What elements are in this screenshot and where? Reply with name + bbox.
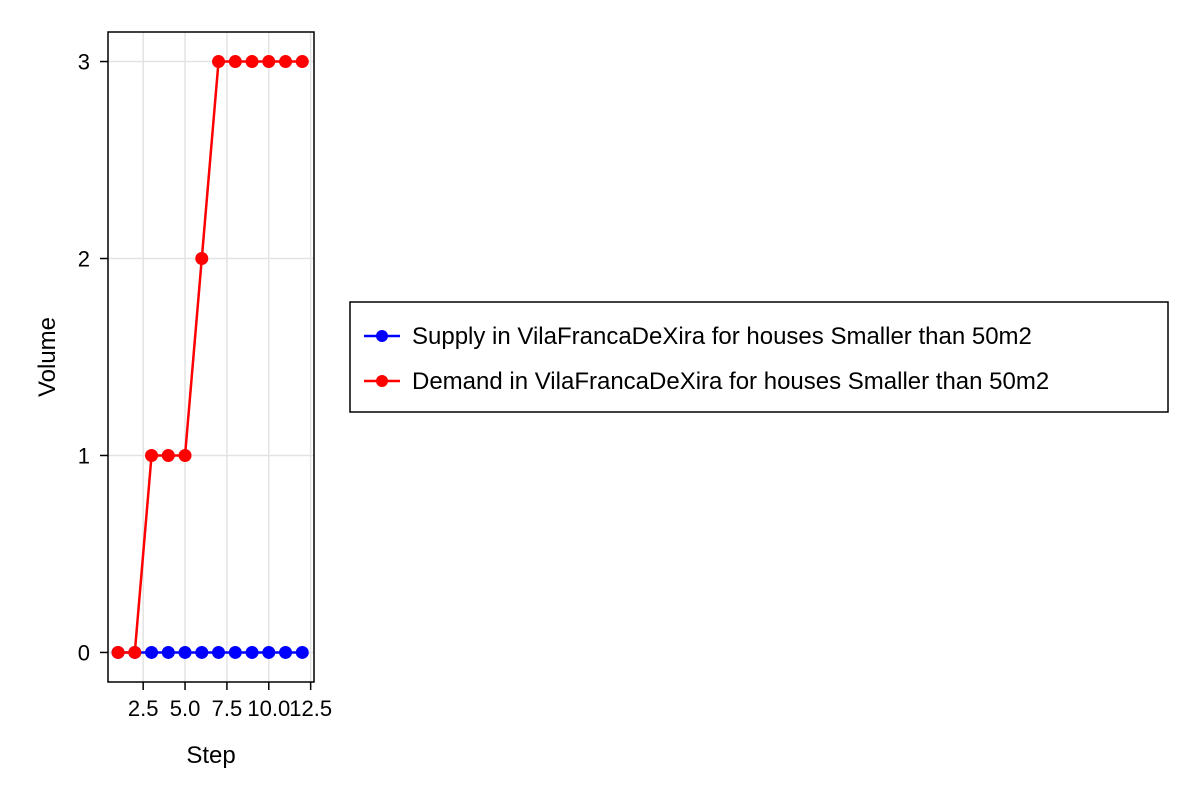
data-point-1	[145, 448, 159, 462]
data-point-0	[245, 645, 259, 659]
x-tick-label: 7.5	[212, 696, 243, 721]
y-tick-label: 1	[78, 443, 90, 468]
y-axis-label: Volume	[34, 317, 61, 397]
data-point-1	[161, 448, 175, 462]
y-tick-label: 0	[78, 640, 90, 665]
legend-entry-supply: Supply in VilaFrancaDeXira for houses Sm…	[364, 323, 1032, 350]
legend-label-supply: Supply in VilaFrancaDeXira for houses Sm…	[412, 323, 1032, 350]
plot-frame	[107, 31, 315, 683]
data-point-1	[212, 55, 226, 69]
data-point-1	[195, 252, 209, 266]
data-point-0	[145, 645, 159, 659]
legend-box	[349, 301, 1169, 413]
data-point-0	[295, 645, 309, 659]
data-point-1	[228, 55, 242, 69]
data-point-1	[245, 55, 259, 69]
y-axis: 0 1 2 3	[78, 50, 108, 665]
legend: Supply in VilaFrancaDeXira for houses Sm…	[349, 301, 1169, 413]
x-tick-label: 12.5	[289, 696, 332, 721]
data-point-1	[178, 448, 192, 462]
grid-lines	[108, 32, 314, 682]
legend-label-demand: Demand in VilaFrancaDeXira for houses Sm…	[412, 368, 1049, 395]
x-axis: 2.5 5.0 7.5 10.0 12.5	[128, 682, 332, 721]
y-tick-label: 2	[78, 247, 90, 272]
data-point-0	[161, 645, 175, 659]
data-point-1	[279, 55, 293, 69]
data-point-1	[295, 55, 309, 69]
series-layer	[111, 55, 309, 659]
data-point-1	[262, 55, 276, 69]
data-point-1	[128, 645, 142, 659]
x-axis-label: Step	[186, 742, 235, 769]
y-tick-label: 3	[78, 50, 90, 75]
series-line-1	[118, 60, 303, 654]
x-tick-label: 10.0	[247, 696, 290, 721]
data-point-0	[262, 645, 276, 659]
legend-entry-demand: Demand in VilaFrancaDeXira for houses Sm…	[364, 368, 1049, 395]
legend-marker-supply	[376, 330, 388, 342]
data-point-0	[212, 645, 226, 659]
data-point-0	[279, 645, 293, 659]
data-point-0	[178, 645, 192, 659]
data-point-1	[111, 645, 125, 659]
x-tick-label: 2.5	[128, 696, 159, 721]
legend-marker-demand	[376, 375, 388, 387]
x-tick-label: 5.0	[170, 696, 201, 721]
data-point-0	[228, 645, 242, 659]
data-point-0	[195, 645, 209, 659]
